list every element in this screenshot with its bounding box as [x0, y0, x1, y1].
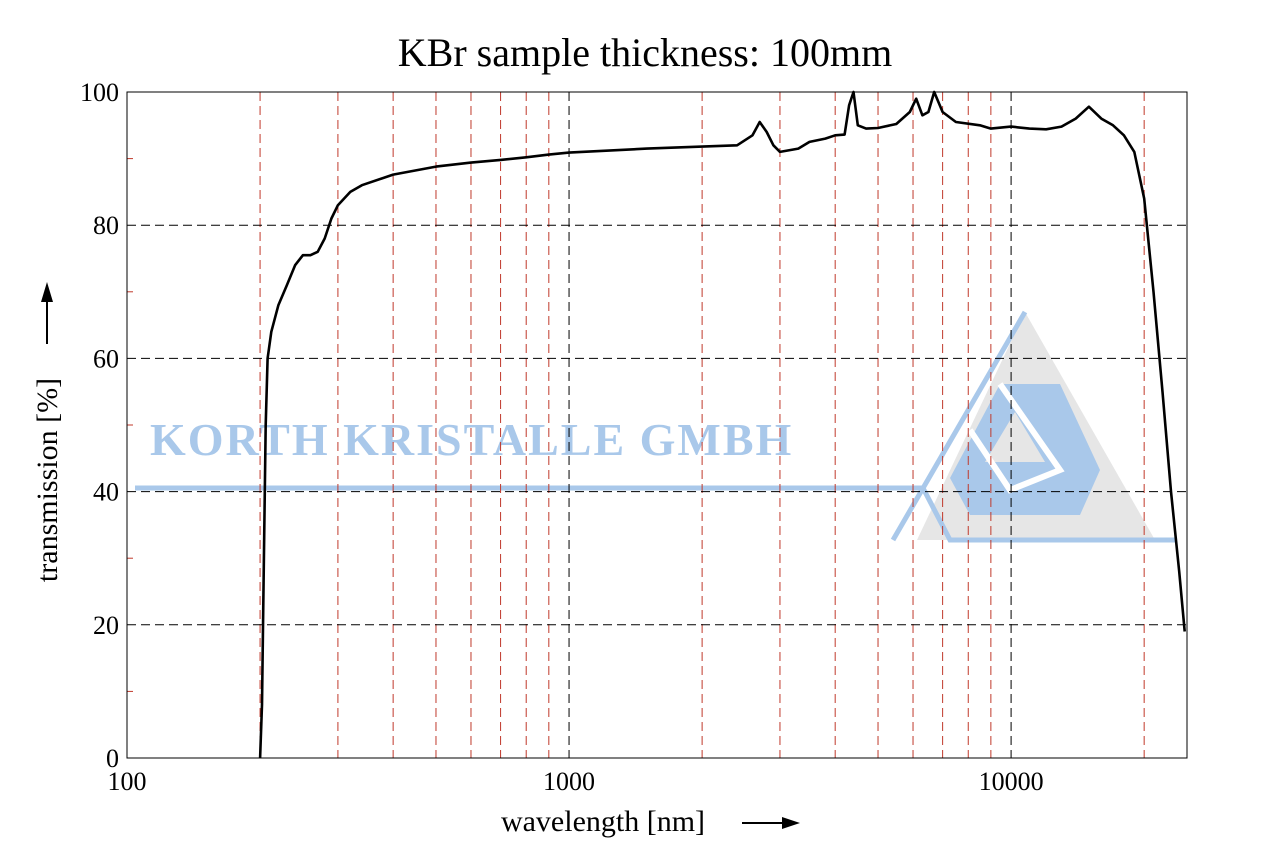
y-ticks: 0 20 40 60 80 100 [80, 78, 119, 773]
plot-frame [126, 91, 1188, 759]
chart-title: KBr sample thickness: 100mm [398, 30, 892, 75]
y-tick-label: 60 [93, 344, 119, 373]
y-tick-label: 0 [106, 744, 119, 773]
y-tick-label: 100 [80, 78, 119, 107]
watermark-text: KORTH KRISTALLE GMBH [150, 414, 793, 465]
x-ticks: 100 1000 10000 [108, 767, 1044, 796]
y-tick-label: 20 [93, 611, 119, 640]
x-tick-label: 1000 [543, 767, 595, 796]
grid [127, 92, 1187, 758]
y-tick-label: 40 [93, 478, 119, 507]
x-arrow-icon [742, 817, 800, 829]
logo-underline [920, 486, 1175, 543]
logo-inner-triangle [985, 412, 1045, 462]
x-tick-label: 100 [108, 767, 147, 796]
transmission-series-line [258, 90, 1186, 759]
curve [258, 90, 1186, 759]
logo-outline [890, 310, 1028, 542]
x-tick-label: 10000 [979, 767, 1044, 796]
y-tick-label: 80 [93, 211, 119, 240]
y-axis-label: transmission [%] [31, 378, 64, 582]
y-arrow-icon [41, 282, 53, 344]
logo-inner-lines [967, 382, 1065, 494]
watermark-logo [890, 310, 1175, 543]
x-axis-label: wavelength [nm] [501, 805, 705, 838]
